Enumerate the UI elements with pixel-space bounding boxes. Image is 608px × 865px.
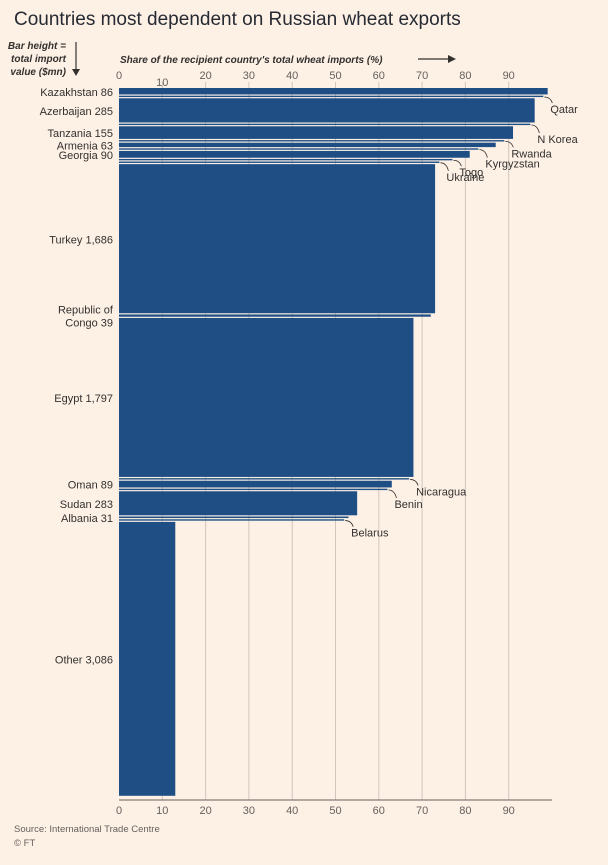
axes: 0 0 10 10 20 20 30 30 40 40 50 50 60 60 70 70 80 80 90 90 bbox=[116, 70, 552, 817]
annotation-kyrgyzstan: Kyrgyzstan bbox=[485, 159, 539, 171]
x-axis-title-arrowhead bbox=[448, 55, 456, 63]
annotation-nicaragua: Nicaragua bbox=[416, 486, 467, 498]
bar-height-note-line-2: total import bbox=[11, 54, 67, 65]
leader-togo bbox=[453, 159, 462, 167]
x-tick-top-30: 30 bbox=[243, 70, 255, 82]
bar-height-note-line-1: Bar height = bbox=[8, 41, 66, 52]
x-tick-bottom-40: 40 bbox=[286, 805, 298, 817]
x-tick-top-40: 40 bbox=[286, 70, 298, 82]
bar-other bbox=[119, 521, 176, 796]
bars bbox=[119, 88, 548, 796]
bar-albania bbox=[119, 516, 349, 519]
footer: Source: International Trade Centre © FT bbox=[14, 823, 160, 851]
row-label-tanzania: Tanzania 155 bbox=[48, 128, 113, 140]
x-tick-bottom-50: 50 bbox=[329, 805, 341, 817]
x-tick-bottom-30: 30 bbox=[243, 805, 255, 817]
x-tick-bottom-90: 90 bbox=[503, 805, 515, 817]
x-tick-top-10: 10 bbox=[156, 77, 168, 89]
annotation-qatar: Qatar bbox=[550, 104, 578, 116]
bar-azerbaijan bbox=[119, 98, 535, 123]
bar-georgia bbox=[119, 150, 470, 158]
row-label-georgia: Georgia 90 bbox=[59, 150, 113, 162]
x-tick-top-20: 20 bbox=[199, 70, 211, 82]
bar-rwanda bbox=[119, 140, 505, 142]
x-tick-bottom-10: 10 bbox=[156, 805, 168, 817]
x-tick-top-90: 90 bbox=[503, 70, 515, 82]
row-label-kazakhstan: Kazakhstan 86 bbox=[40, 87, 113, 99]
bar-belarus bbox=[119, 519, 345, 521]
bar-nicaragua bbox=[119, 478, 410, 480]
bar-armenia bbox=[119, 142, 496, 148]
bar-kyrgyzstan bbox=[119, 148, 479, 150]
axis-notes: Bar height = total import value ($mn) Sh… bbox=[8, 41, 456, 78]
leader-ukraine bbox=[440, 162, 449, 171]
row-label-oman: Oman 89 bbox=[68, 480, 113, 492]
annotation-belarus: Belarus bbox=[351, 528, 389, 540]
bar-togo bbox=[119, 158, 453, 161]
leader-nicaragua bbox=[410, 479, 419, 486]
annotation-n-korea: N Korea bbox=[537, 134, 578, 146]
bar-oman bbox=[119, 480, 392, 488]
leader-rwanda bbox=[505, 140, 514, 148]
row-label-armenia: Armenia 63 bbox=[57, 141, 113, 153]
x-axis-title: Share of the recipient country's total w… bbox=[120, 55, 383, 66]
bar-kazakhstan bbox=[119, 88, 548, 95]
x-tick-top-60: 60 bbox=[373, 70, 385, 82]
ft-credit: © FT bbox=[14, 838, 36, 849]
bar-turkey bbox=[119, 164, 436, 314]
row-label-azerbaijan: Azerbaijan 285 bbox=[40, 106, 113, 118]
bar-tanzania bbox=[119, 126, 514, 139]
annotation-rwanda: Rwanda bbox=[511, 148, 552, 160]
leader-belarus bbox=[345, 520, 354, 527]
x-tick-bottom-80: 80 bbox=[459, 805, 471, 817]
x-tick-bottom-70: 70 bbox=[416, 805, 428, 817]
x-tick-bottom-60: 60 bbox=[373, 805, 385, 817]
annotation-togo: Togo bbox=[459, 167, 483, 179]
leader-kyrgyzstan bbox=[479, 149, 488, 158]
x-tick-top-50: 50 bbox=[329, 70, 341, 82]
x-tick-top-80: 80 bbox=[459, 70, 471, 82]
bar-sudan bbox=[119, 491, 358, 516]
row-label-egypt: Egypt 1,797 bbox=[54, 393, 113, 405]
leader-benin bbox=[388, 489, 397, 499]
row-label-other: Other 3,086 bbox=[55, 654, 113, 666]
bar-height-arrowhead bbox=[72, 69, 80, 76]
chart-title: Countries most dependent on Russian whea… bbox=[14, 9, 461, 30]
source-note: Source: International Trade Centre bbox=[14, 824, 160, 835]
row-label-turkey: Turkey 1,686 bbox=[49, 234, 113, 246]
annotation-benin: Benin bbox=[394, 499, 422, 511]
bar-benin bbox=[119, 488, 388, 491]
x-tick-bottom-0: 0 bbox=[116, 805, 122, 817]
bar-height-note-line-3: value ($mn) bbox=[10, 67, 66, 78]
annotation-ukraine: Ukraine bbox=[446, 172, 484, 184]
x-tick-top-70: 70 bbox=[416, 70, 428, 82]
bar-egypt bbox=[119, 317, 414, 477]
leader-qatar bbox=[544, 96, 553, 104]
bar-n-korea bbox=[119, 123, 531, 126]
bar-ukraine bbox=[119, 161, 440, 163]
bar-republic-of-congo bbox=[119, 314, 431, 317]
leader-n-korea bbox=[531, 124, 540, 134]
x-tick-top-0: 0 bbox=[116, 70, 122, 82]
x-tick-bottom-20: 20 bbox=[199, 805, 211, 817]
bar-qatar bbox=[119, 95, 544, 98]
row-label-republic-of-congo-1: Republic of bbox=[58, 305, 114, 317]
row-label-albania: Albania 31 bbox=[61, 513, 113, 525]
row-label-republic-of-congo-2: Congo 39 bbox=[65, 318, 113, 330]
row-label-sudan: Sudan 283 bbox=[60, 499, 113, 511]
